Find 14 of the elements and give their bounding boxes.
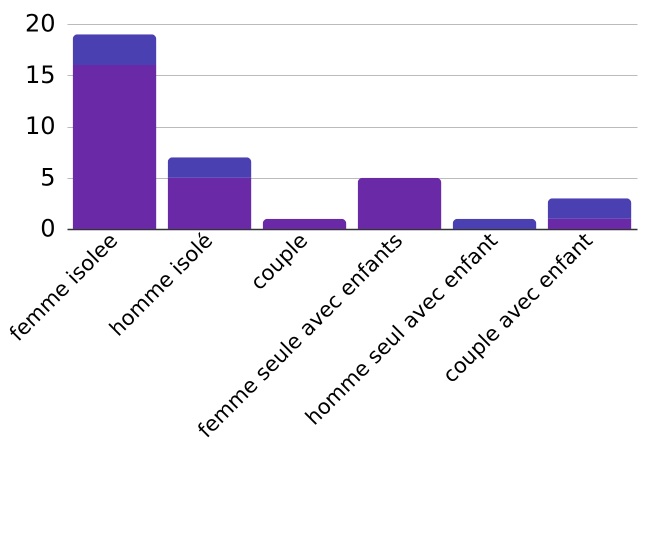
y-tick-label: 15	[24, 60, 56, 89]
bar	[168, 178, 252, 229]
bar	[168, 157, 252, 178]
bar	[262, 218, 346, 229]
y-tick-label: 0	[40, 214, 56, 242]
y-tick-label: 5	[40, 163, 56, 192]
bar	[548, 198, 632, 219]
y-tick-label: 20	[24, 10, 56, 38]
bar	[72, 34, 156, 65]
bar	[358, 178, 442, 229]
bar	[548, 218, 632, 229]
bar	[72, 65, 156, 229]
bar	[452, 218, 536, 229]
y-tick-label: 10	[24, 112, 56, 140]
